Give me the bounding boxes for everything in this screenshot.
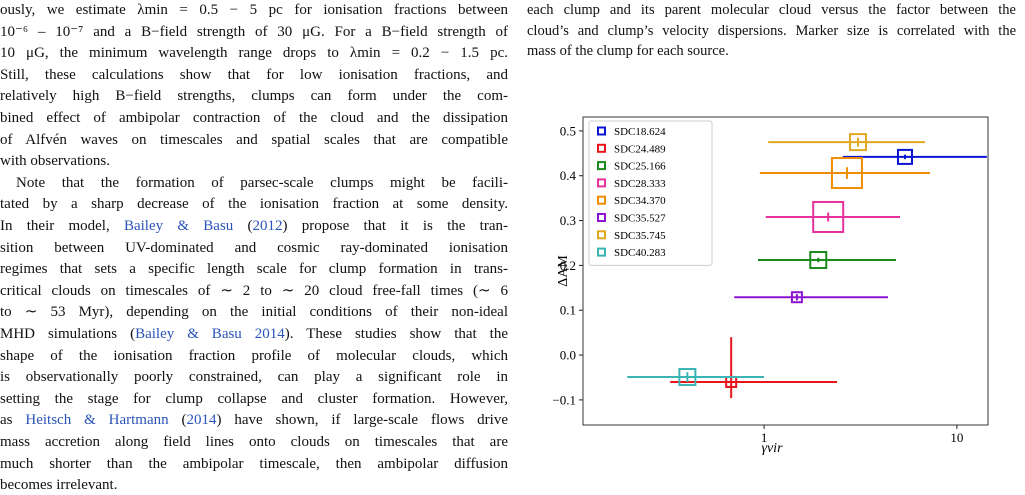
legend-marker (597, 126, 606, 136)
text-line: ously, we estimate λmin = 0.5 − 5 pc for… (0, 0, 508, 20)
text-line: regimes that sets a specific length scal… (0, 259, 508, 279)
text: bined effect of ambipolar contraction of… (0, 110, 508, 126)
text: regimes that sets a specific length scal… (0, 261, 508, 278)
legend-label: SDC18.624 (614, 126, 666, 138)
text: critical clouds on timescales of ∼ 2 to … (0, 282, 508, 299)
text: ously, we estimate λmin = 0.5 − 5 pc for… (0, 2, 508, 18)
text-line: of Alfvén waves on timescales and spatia… (0, 130, 508, 150)
legend-marker (597, 230, 606, 240)
text-line: tated by a sharp decrease of the ionisat… (0, 194, 508, 214)
y-tick-label: −0.1 (552, 392, 576, 407)
x-tick-label: 1 (761, 430, 768, 445)
text-line: mass accretion along field lines onto cl… (0, 432, 508, 452)
caption-line: mass of the clump for each source. (527, 43, 729, 60)
text: ). These studies show that the (284, 326, 508, 342)
text-line: shape of the ionisation fraction profile… (0, 346, 508, 366)
citation[interactable]: 2014 (186, 412, 217, 429)
y-tick-label: 0.4 (560, 168, 577, 183)
text: Still, these calculations show that for … (0, 66, 508, 83)
text: sition between UV-dominated and cosmic r… (0, 239, 508, 256)
marker (678, 368, 697, 387)
legend-marker (597, 247, 606, 257)
text-line: to ∼ 53 Myr), depending on the initial c… (0, 302, 508, 322)
text-line: 10 μG, the minimum wavelength range drop… (0, 43, 508, 63)
text-line: sition between UV-dominated and cosmic r… (0, 238, 508, 258)
citation[interactable]: Heitsch & Hartmann (25, 412, 169, 429)
text-line: 10⁻⁶ – 10⁻⁷ and a B−field strength of 30… (0, 22, 508, 42)
text-line: Note that the formation of parsec-scale … (0, 173, 508, 193)
legend-label: SDC40.283 (614, 247, 666, 259)
text: 10⁻⁶ – 10⁻⁷ and a B−field strength of 30… (0, 23, 508, 40)
text: tated by a sharp decrease of the ionisat… (0, 196, 508, 213)
legend-label: SDC34.370 (614, 195, 666, 207)
text: 10 μG, the minimum wavelength range drop… (0, 45, 508, 62)
plot-area (582, 116, 989, 426)
text: ) have shown, if large-scale flows drive (216, 412, 508, 429)
text: mass accretion along field lines onto cl… (0, 434, 508, 450)
citation[interactable]: 2012 (252, 218, 283, 234)
text-line: much shorter than the ambipolar timescal… (0, 454, 508, 474)
text: setting the stage for clump collapse and… (0, 390, 508, 407)
caption-line: each clump and its parent molecular clou… (527, 2, 1016, 18)
marker (896, 148, 913, 165)
text: ( (233, 218, 253, 234)
text-line: MHD simulations (Bailey & Basu 2014). Th… (0, 324, 508, 344)
text: becomes irrelevant. (0, 477, 118, 494)
y-tick-label: 0.2 (560, 258, 576, 273)
text-line: Still, these calculations show that for … (0, 65, 508, 85)
text: Note that the formation of parsec-scale … (16, 174, 508, 191)
citation[interactable]: Bailey & Basu 2014 (135, 326, 285, 342)
y-axis-label: ΔAM (556, 255, 571, 287)
legend-label: SDC35.745 (614, 230, 666, 242)
text: shape of the ionisation fraction profile… (0, 347, 508, 364)
text-line: relatively high B−field strengths, clump… (0, 86, 508, 106)
text: In their model, (0, 218, 124, 234)
legend-marker (597, 213, 606, 222)
y-tick-label: 0.5 (560, 123, 576, 138)
text-line: as Heitsch & Hartmann (2014) have shown,… (0, 410, 508, 430)
text: as (0, 412, 26, 429)
text: MHD simulations ( (0, 326, 136, 342)
caption-line: cloud’s and clump’s velocity dispersions… (527, 22, 1016, 39)
x-axis-label: γvir (761, 441, 783, 456)
x-tick-label: 10 (950, 430, 963, 445)
text: much shorter than the ambipolar timescal… (0, 455, 508, 472)
text: relatively high B−field strengths, clump… (0, 88, 508, 105)
text-line: becomes irrelevant. (0, 475, 508, 495)
legend-marker (597, 195, 606, 205)
marker (812, 200, 845, 233)
y-tick-label: 0.1 (560, 303, 576, 318)
y-tick-label: 0.0 (560, 348, 576, 363)
text-line: critical clouds on timescales of ∼ 2 to … (0, 281, 508, 301)
legend-marker (597, 143, 606, 153)
legend-marker (597, 161, 606, 171)
legend-label: SDC25.166 (614, 161, 666, 173)
text-line: is observationally poorly constrained, c… (0, 367, 508, 387)
citation[interactable]: Bailey & Basu (123, 218, 234, 234)
text-line: In their model, Bailey & Basu (2012) pro… (0, 216, 508, 236)
marker (790, 291, 803, 304)
text-line: setting the stage for clump collapse and… (0, 389, 508, 409)
legend-label: SDC24.489 (614, 143, 666, 155)
legend-label: SDC28.333 (614, 178, 666, 190)
text-line: with observations. (0, 151, 508, 171)
marker (830, 157, 863, 190)
text-line: bined effect of ambipolar contraction of… (0, 108, 508, 128)
legend-label: SDC35.527 (614, 213, 666, 225)
y-tick-label: 0.3 (560, 213, 576, 228)
text: to ∼ 53 Myr), depending on the initial c… (0, 304, 508, 321)
text: with observations. (0, 153, 110, 170)
text: ) propose that it is the tran- (282, 218, 508, 234)
legend-marker (597, 178, 606, 188)
marker (849, 133, 868, 152)
text: of Alfvén waves on timescales and spatia… (0, 131, 508, 148)
marker (809, 251, 828, 270)
text: ( (168, 412, 187, 429)
text: is observationally poorly constrained, c… (0, 369, 508, 386)
legend-box (588, 120, 713, 266)
